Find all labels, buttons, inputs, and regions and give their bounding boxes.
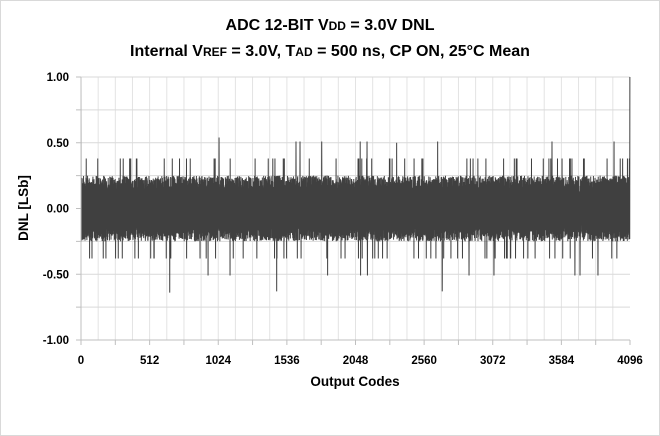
y-tick-label: -0.50 [43, 269, 69, 281]
x-axis-title: Output Codes [310, 374, 399, 389]
axes [76, 76, 631, 345]
chart-title-line2: Internal VREF = 3.0V, TAD = 500 ns, CP O… [130, 43, 530, 60]
x-tick-label: 4096 [617, 355, 643, 367]
x-tick-label: 3584 [549, 355, 575, 367]
tick-labels: 0 512 1024 1536 2048 2560 3072 3584 4096 1.00 0.50… [43, 72, 643, 367]
y-tick-label: 0.50 [47, 138, 69, 150]
x-tick-label: 1024 [205, 355, 231, 367]
x-tick-label: 2560 [411, 355, 437, 367]
x-tick-label: 512 [140, 355, 159, 367]
dnl-series [80, 76, 631, 293]
x-tick-label: 2048 [343, 355, 369, 367]
x-tick-label: 1536 [274, 355, 300, 367]
x-tick-label: 3072 [480, 355, 506, 367]
y-tick-label: -1.00 [43, 335, 69, 347]
y-axis-title: DNL [LSb] [16, 175, 31, 241]
chart-title-line1: ADC 12-BIT VDD = 3.0V DNL [225, 17, 435, 34]
y-tick-label: 0.00 [47, 204, 69, 216]
y-tick-label: 1.00 [47, 72, 69, 84]
x-tick-label: 0 [78, 355, 84, 367]
dnl-line [80, 76, 631, 293]
